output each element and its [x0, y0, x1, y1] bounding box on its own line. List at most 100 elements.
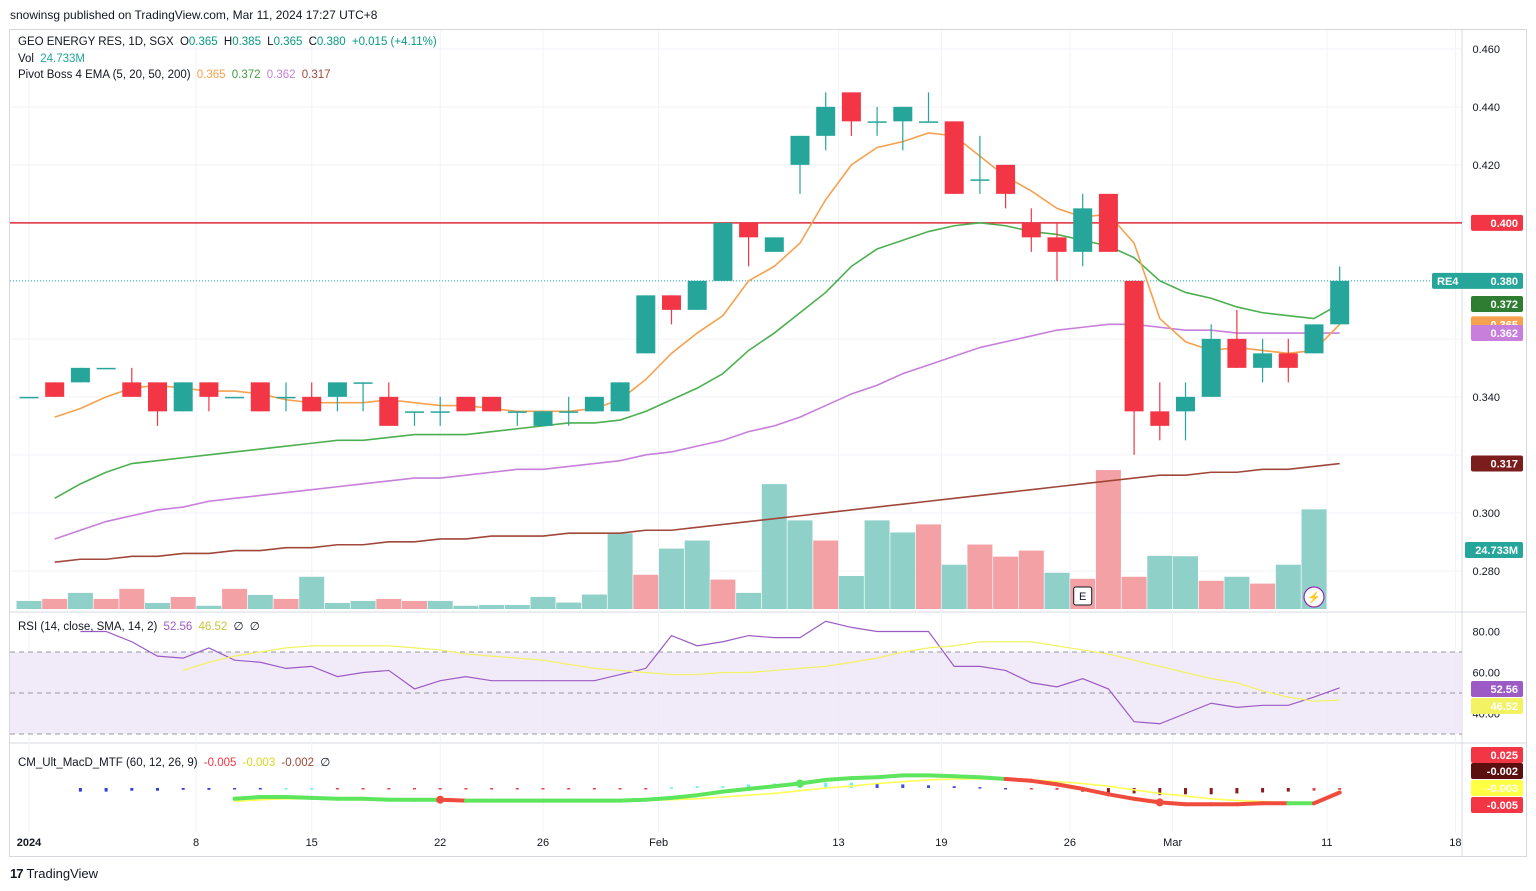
- volume-bar: [581, 594, 607, 609]
- macd-line-segment: [438, 797, 468, 803]
- volume-bar: [1044, 572, 1070, 609]
- macd-histogram-bar: [413, 788, 416, 790]
- macd-histogram-bar: [1158, 788, 1162, 796]
- ema50-value: 0.362: [266, 69, 296, 81]
- candle-body: [1098, 193, 1118, 252]
- ema5-line: [54, 132, 1341, 418]
- candle-body: [456, 396, 476, 412]
- time-tick-label: 2024: [17, 837, 42, 849]
- price-badge-label: 0.372: [1490, 299, 1518, 311]
- price-badge-label: 0.362: [1490, 328, 1518, 340]
- volume-bar: [864, 520, 890, 609]
- ema-label: Pivot Boss 4 EMA (5, 20, 50, 200): [18, 69, 191, 81]
- candle-body: [507, 411, 527, 413]
- macd-line-segment: [1132, 796, 1162, 805]
- volume-bar: [1250, 583, 1276, 609]
- volume-bar: [1224, 576, 1250, 609]
- rsi-pane: [10, 620, 1462, 735]
- price-badge-bg: [1471, 325, 1523, 342]
- macd-line-segment: [1157, 800, 1188, 807]
- price-badge-bg: [1471, 455, 1523, 472]
- macd-histogram-bar: [207, 788, 211, 790]
- candle-body: [739, 222, 759, 238]
- candle-body: [970, 179, 990, 181]
- change-value: +0.015 (+4.11%): [351, 36, 437, 48]
- macd-extra: ∅: [320, 757, 331, 769]
- high-value: 0.385: [232, 36, 261, 48]
- macd-histogram-bar: [1209, 788, 1213, 795]
- macd-histogram-bar: [644, 788, 648, 790]
- macd-cross-up-marker: [796, 779, 804, 788]
- price-tick-label: 0.440: [1472, 102, 1500, 114]
- macd-histogram-bar: [849, 782, 853, 788]
- candle-body: [1073, 208, 1093, 252]
- volume-bar: [145, 602, 170, 609]
- resistance-line[interactable]: [10, 222, 1462, 282]
- macd-histogram-bar: [721, 786, 725, 788]
- volume-bar: [633, 574, 659, 609]
- price-badges: 0.400RE40.3800.3720.3650.3620.31724.733M…: [1073, 214, 1523, 813]
- macd-histogram-bar: [464, 788, 468, 790]
- lightning-icon: [1303, 586, 1325, 608]
- candle-body: [379, 396, 399, 426]
- ema5-value: 0.365: [196, 69, 226, 81]
- volume-bar: [993, 556, 1019, 609]
- macd-histogram-bar: [1055, 788, 1059, 790]
- macd-histogram-bar: [695, 786, 699, 788]
- rsi-ma-line: [183, 641, 1340, 702]
- vol-value: 24.733M: [40, 53, 85, 65]
- candle-body: [353, 382, 373, 384]
- price-tick-label: 0.280: [1472, 566, 1500, 578]
- price-tick-label: 0.300: [1472, 508, 1500, 520]
- price-badge-label: 24.733M: [1475, 545, 1518, 557]
- price-badge-bg: [1471, 681, 1523, 697]
- macd-histogram-bar: [233, 788, 237, 790]
- price-badge-bg: [1471, 698, 1523, 714]
- volume-bar: [1121, 576, 1147, 609]
- candle-body: [1330, 280, 1350, 325]
- macd-histogram-bar: [490, 788, 494, 790]
- candle-body: [841, 92, 861, 122]
- candle-body: [996, 164, 1016, 194]
- volume-bar: [967, 544, 993, 609]
- candle-body: [173, 382, 193, 412]
- ema-legend: Pivot Boss 4 EMA (5, 20, 50, 200) 0.365 …: [18, 69, 334, 81]
- publisher-header: snowinsg published on TradingView.com, M…: [10, 8, 378, 22]
- macd-line-segment: [952, 774, 982, 780]
- candle-body: [662, 295, 681, 310]
- ema50-line: [54, 323, 1340, 540]
- candle-body: [1047, 237, 1067, 252]
- candle-body: [405, 411, 424, 413]
- rsi-value: 52.56: [163, 621, 193, 633]
- volume-bar: [556, 602, 582, 609]
- high-label: H: [223, 36, 233, 48]
- time-tick-label: 8: [193, 837, 199, 849]
- macd-histogram-bar: [1106, 788, 1110, 793]
- volume-bar: [813, 540, 839, 609]
- candle-body: [636, 295, 656, 354]
- time-tick-label: 11: [1321, 837, 1332, 849]
- volume-bar: [427, 600, 453, 609]
- macd-line-segment: [1029, 778, 1059, 787]
- price-badge-label: 0.317: [1490, 459, 1518, 471]
- macd-line-segment: [823, 776, 854, 782]
- price-badge-label: -0.003: [1487, 783, 1518, 795]
- footer: 17 TradingView: [10, 866, 98, 881]
- macd-histogram-bar: [1286, 788, 1290, 792]
- volume-bar: [453, 605, 479, 609]
- volume-bar: [1147, 555, 1173, 609]
- macd-histogram-bar: [1004, 788, 1008, 790]
- candle-body: [1124, 280, 1144, 412]
- ema200-value: 0.317: [301, 69, 331, 81]
- macd-histogram-bar: [927, 785, 930, 788]
- candle-body: [1021, 222, 1041, 238]
- macd-histogram-bar: [515, 788, 519, 790]
- price-badge-label: 46.52: [1490, 701, 1518, 713]
- macd-histogram-bar: [310, 788, 314, 790]
- candle-body: [533, 411, 553, 426]
- rsi-extra-1: ∅: [233, 621, 244, 633]
- candle-body: [919, 121, 938, 123]
- low-label: L: [267, 36, 274, 48]
- open-value: 0.365: [188, 36, 218, 48]
